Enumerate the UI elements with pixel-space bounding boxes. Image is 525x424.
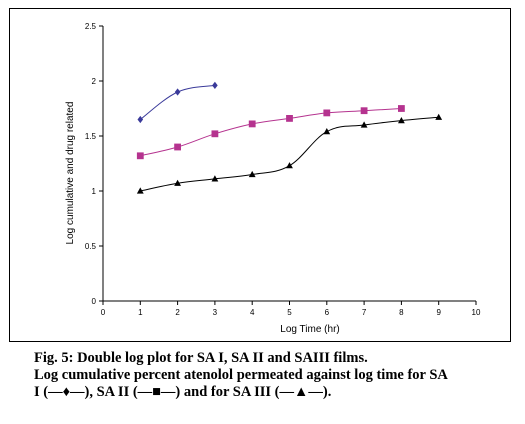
data-point-diamond: [212, 81, 218, 89]
data-point-triangle: [360, 121, 368, 128]
x-tick-label: 0: [101, 308, 106, 317]
figure-caption: Fig. 5: Double log plot for SA I, SA II …: [34, 350, 514, 401]
caption-line-3: I (—♦—), SA II (—■—) and for SA III (—▲—…: [34, 384, 332, 400]
data-point-square: [398, 105, 405, 112]
series-square: [136, 105, 405, 160]
data-point-square: [323, 109, 331, 117]
x-tick-label: 3: [213, 308, 218, 317]
series-line: [140, 116, 439, 192]
data-point-triangle: [398, 117, 405, 124]
x-tick-label: 9: [436, 308, 441, 317]
caption-line-2: Log cumulative percent atenolol permeate…: [34, 367, 448, 383]
x-axis-title: Log Time (hr): [280, 324, 339, 335]
y-tick-label: 1: [92, 187, 97, 196]
y-tick-label: 2.5: [85, 22, 97, 31]
data-point-triangle: [323, 128, 331, 135]
data-point-triangle: [435, 113, 443, 120]
y-tick-label: 1.5: [85, 132, 97, 141]
data-point-triangle: [136, 187, 144, 194]
y-tick-label: 0.5: [85, 242, 97, 251]
x-tick-label: 4: [250, 308, 255, 317]
x-tick-label: 5: [287, 308, 292, 317]
series-triangle: [136, 113, 443, 194]
data-point-square: [211, 130, 219, 138]
data-point-square: [360, 107, 368, 115]
data-point-triangle: [286, 162, 293, 169]
data-point-square: [248, 120, 256, 128]
x-tick-label: 7: [362, 308, 367, 317]
data-point-square: [174, 143, 181, 151]
y-tick-label: 2: [92, 77, 97, 86]
caption-line-1: Fig. 5: Double log plot for SA I, SA II …: [34, 350, 368, 366]
data-point-diamond: [174, 88, 181, 96]
x-tick-label: 8: [399, 308, 404, 317]
chart-plot: 0 1 2 3 4 5 6 7 8 9 10 0 0.5 1 1.5 2 2.5 Log Time (hr) L…: [65, 22, 481, 335]
x-tick-label: 6: [325, 308, 330, 317]
data-point-square: [136, 152, 144, 160]
chart-frame: 0 1 2 3 4 5 6 7 8 9 10 0 0.5 1 1.5 2 2.5 Log Time (hr) L…: [9, 8, 511, 342]
x-tick-label: 1: [138, 308, 143, 317]
x-tick-label: 2: [175, 308, 180, 317]
y-axis-title: Log cumulative and drug related: [65, 102, 76, 245]
data-point-triangle: [211, 175, 219, 182]
data-point-diamond: [137, 115, 144, 124]
y-tick-label: 0: [92, 297, 97, 306]
series-diamond: [137, 81, 218, 124]
x-tick-label: 10: [472, 308, 481, 317]
data-point-square: [286, 115, 293, 122]
data-point-triangle: [248, 170, 256, 178]
data-point-triangle: [174, 179, 181, 186]
